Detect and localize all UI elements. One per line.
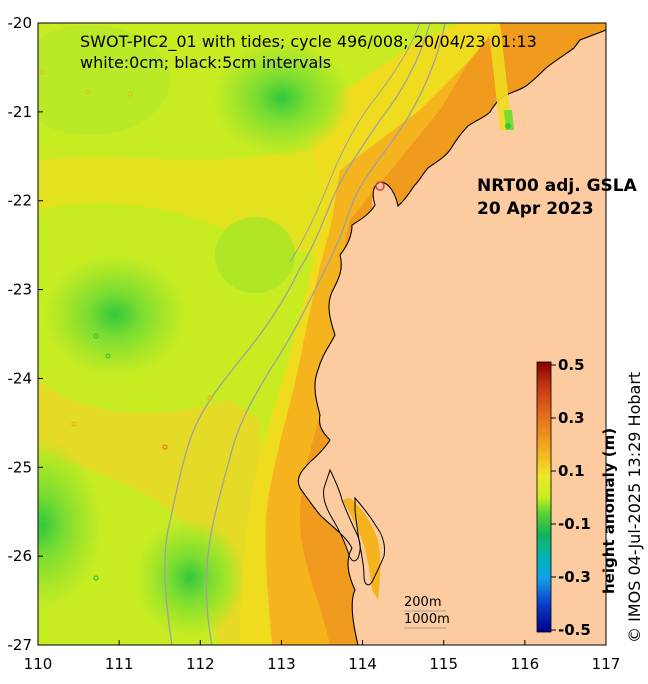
positive-anomaly-band-south	[38, 380, 260, 645]
x-tick-label: 117	[592, 655, 621, 673]
x-tick-label: 112	[186, 655, 215, 673]
swot-title-line1: SWOT-PIC2_01 with tides; cycle 496/008; …	[80, 32, 537, 52]
scale-1000m-label: 1000m	[404, 612, 450, 627]
negative-eddy-west	[43, 253, 187, 377]
y-tick-label: -23	[8, 281, 33, 299]
bathymetry-1000m	[164, 23, 431, 645]
plot-frame	[37, 22, 607, 646]
y-tick-label: -27	[8, 636, 33, 654]
product-label-line1: NRT00 adj. GSLA	[477, 176, 638, 196]
y-tick-label: -26	[8, 547, 33, 565]
north-west-cape	[372, 186, 397, 249]
x-tick-label: 113	[267, 655, 296, 673]
swot-swath	[488, 23, 512, 130]
y-tick-label: -25	[8, 458, 33, 476]
map-plot-area	[38, 23, 606, 645]
x-tick-label: 114	[348, 655, 377, 673]
y-tick-label: -24	[8, 369, 33, 387]
land-mass	[298, 23, 606, 645]
scale-200m-label: 200m	[404, 595, 441, 610]
colorbar-title: height anomaly (m)	[600, 428, 618, 594]
swot-title-line2: white:0cm; black:5cm intervals	[80, 53, 331, 72]
negative-eddy-central	[215, 217, 295, 293]
colorbar: 0.5 0.3 0.1 -0.1 -0.3 -0.5 height anomaly (m)	[536, 356, 618, 639]
y-axis: -20 -21 -22 -23 -24 -25 -26 -27	[8, 14, 43, 654]
x-tick-label: 116	[511, 655, 540, 673]
x-tick-label: 111	[105, 655, 134, 673]
colorbar-tick-label: -0.1	[558, 515, 591, 533]
negative-eddy-north	[212, 40, 352, 156]
x-axis: 110 111 112 113 114 115 116 117	[24, 640, 621, 673]
colorbar-tick-label: -0.5	[558, 621, 591, 639]
coastline	[297, 29, 606, 645]
tide-gauge-marker-north	[505, 123, 511, 129]
bathymetry-deep	[289, 23, 421, 263]
y-tick-label: -21	[8, 103, 33, 121]
colorbar-tick-label: 0.1	[558, 462, 585, 480]
coastline-islands	[323, 468, 385, 586]
observation-markers	[39, 69, 213, 581]
x-tick-label: 115	[429, 655, 458, 673]
colorbar-tick-label: 0.5	[558, 356, 585, 374]
credit-label: © IMOS 04-Jul-2025 13:29 Hobart	[625, 372, 644, 643]
colorbar-ticks: 0.5 0.3 0.1 -0.1 -0.3 -0.5	[551, 356, 591, 639]
colorbar-gradient	[536, 361, 552, 633]
bathymetry-200m	[205, 23, 446, 645]
product-label-line2: 20 Apr 2023	[477, 199, 594, 219]
negative-eddy-south	[135, 518, 245, 638]
colorbar-tick-label: 0.3	[558, 409, 585, 427]
y-tick-label: -22	[8, 192, 33, 210]
negative-eddy-southwest	[38, 440, 102, 610]
negative-eddy-northwest	[38, 25, 170, 135]
tide-gauge-marker	[375, 181, 385, 191]
y-tick-label: -20	[8, 14, 33, 32]
x-tick-label: 110	[24, 655, 53, 673]
colorbar-tick-label: -0.3	[558, 568, 591, 586]
shark-bay-peninsula	[323, 470, 361, 561]
shark-bay-water	[342, 498, 381, 600]
